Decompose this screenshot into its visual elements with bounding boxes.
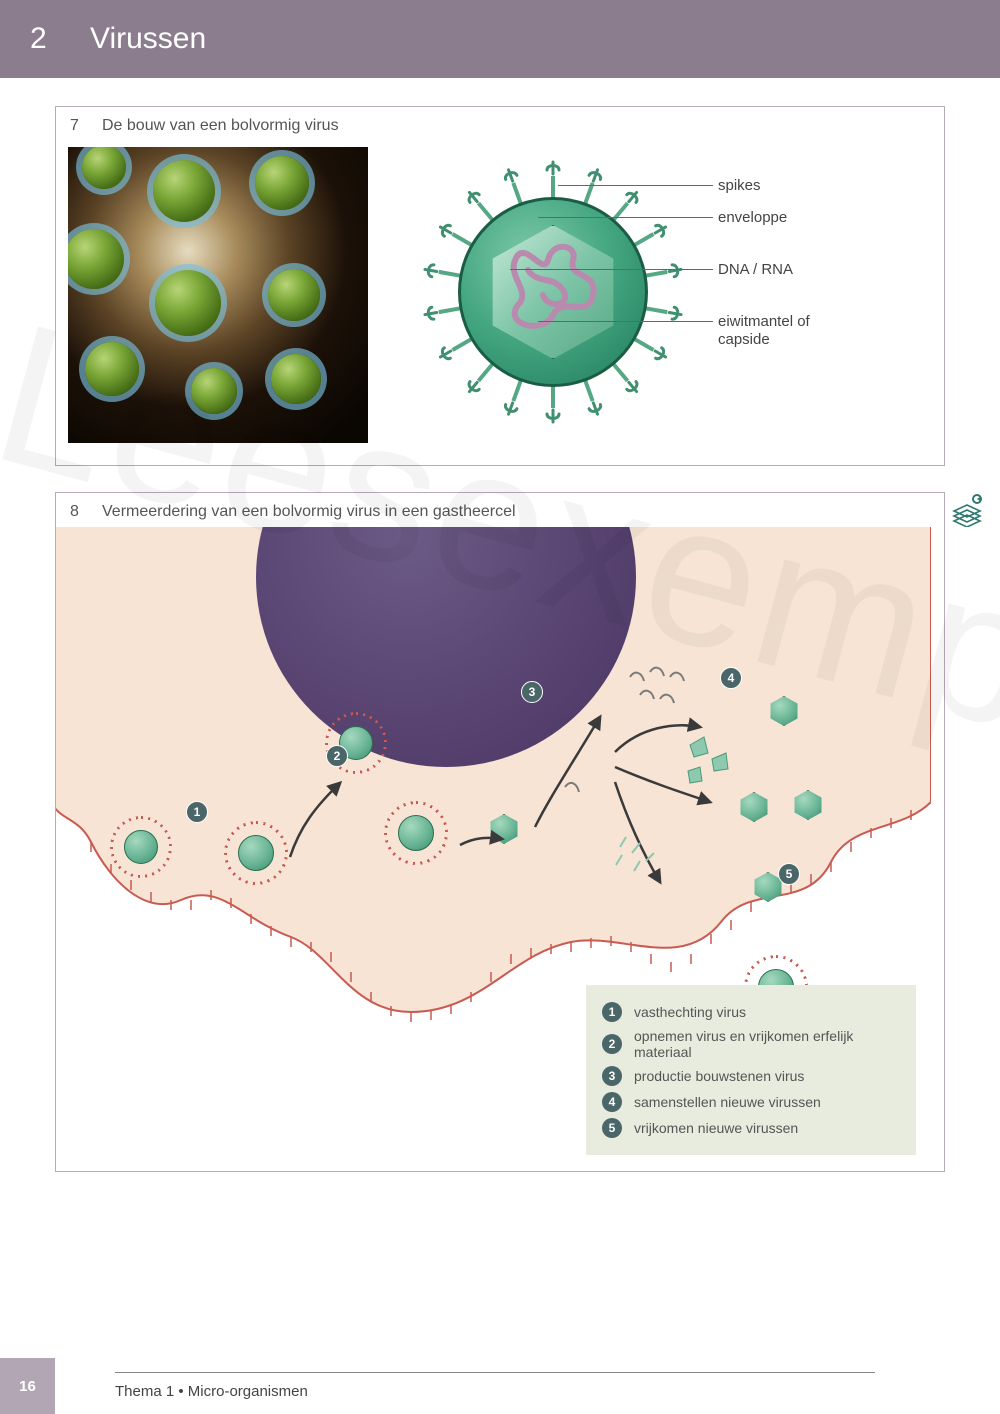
step-badge: 3	[521, 681, 543, 703]
page-footer: 16 Thema 1 • Micro-organismen	[0, 1358, 875, 1414]
figure-7: 7 De bouw van een bolvormig virus spikes…	[55, 106, 945, 466]
cell-scene: 1 2 3 4 5 1 vasthechting virus 2 opnemen virus …	[56, 527, 944, 1167]
figure-8-number: 8	[70, 503, 84, 521]
micrograph-virus	[155, 270, 221, 336]
figure-8-header: 8 Vermeerdering van een bolvormig virus …	[56, 493, 944, 527]
figure-8-title: Vermeerdering van een bolvormig virus in…	[102, 503, 516, 521]
legend-text: vrijkomen nieuwe virussen	[634, 1120, 798, 1136]
legend-step-badge: 5	[602, 1118, 622, 1138]
leader-line	[558, 185, 713, 186]
layers-icon	[950, 493, 984, 527]
diagram-label: spikes	[718, 177, 761, 195]
legend-text: vasthechting virus	[634, 1004, 746, 1020]
legend-row: 3 productie bouwstenen virus	[602, 1063, 900, 1089]
figure-8-legend: 1 vasthechting virus 2 opnemen virus en vri…	[586, 985, 916, 1155]
diagram-label: enveloppe	[718, 209, 787, 227]
figure-7-number: 7	[70, 117, 84, 135]
spike	[579, 378, 604, 417]
micrograph-virus	[85, 342, 139, 396]
breadcrumb: Thema 1 • Micro-organismen	[115, 1372, 875, 1400]
spike	[644, 263, 682, 283]
step-badge: 4	[720, 667, 742, 689]
figure-7-header: 7 De bouw van een bolvormig virus	[56, 107, 944, 141]
chapter-header: 2 Virussen	[0, 0, 1000, 78]
micrograph-virus	[191, 368, 237, 414]
chapter-number: 2	[30, 22, 60, 56]
legend-text: opnemen virus en vrijkomen erfelijk mate…	[634, 1028, 900, 1060]
micrograph-virus	[82, 147, 126, 189]
spike	[424, 301, 462, 321]
micrograph-virus	[255, 156, 309, 210]
step-badge: 2	[326, 745, 348, 767]
spike	[579, 167, 604, 206]
virus-micrograph	[68, 147, 368, 443]
figure-8: 8 Vermeerdering van een bolvormig virus …	[55, 492, 945, 1172]
legend-step-badge: 3	[602, 1066, 622, 1086]
virus-diagram	[408, 147, 698, 437]
legend-step-badge: 1	[602, 1002, 622, 1022]
spike	[644, 301, 682, 321]
spike	[502, 167, 527, 206]
legend-step-badge: 4	[602, 1092, 622, 1112]
leader-line	[538, 217, 713, 218]
step-badge: 5	[778, 863, 800, 885]
figure-7-title: De bouw van een bolvormig virus	[102, 117, 339, 135]
legend-row: 5 vrijkomen nieuwe virussen	[602, 1115, 900, 1141]
leader-line	[510, 269, 713, 270]
diagram-label: DNA / RNA	[718, 261, 793, 279]
legend-step-badge: 2	[602, 1034, 622, 1054]
micrograph-virus	[153, 160, 215, 222]
legend-row: 1 vasthechting virus	[602, 999, 900, 1025]
legend-text: samenstellen nieuwe virussen	[634, 1094, 821, 1110]
spike	[546, 162, 560, 198]
micrograph-virus	[68, 229, 124, 289]
page-number: 16	[0, 1358, 55, 1414]
spike	[424, 263, 462, 283]
spike	[631, 333, 669, 363]
spike	[546, 386, 560, 422]
legend-text: productie bouwstenen virus	[634, 1068, 804, 1084]
step-badge: 1	[186, 801, 208, 823]
legend-row: 4 samenstellen nieuwe virussen	[602, 1089, 900, 1115]
legend-row: 2 opnemen virus en vrijkomen erfelijk mat…	[602, 1025, 900, 1063]
micrograph-virus	[268, 269, 320, 321]
diagram-label: eiwitmantel of capside	[718, 313, 810, 349]
spike	[502, 378, 527, 417]
virus-diagram-wrap: spikes enveloppe DNA / RNA eiwitmantel of c…	[388, 147, 932, 437]
micrograph-virus	[271, 354, 321, 404]
leader-line	[538, 321, 713, 322]
chapter-title: Virussen	[90, 22, 206, 56]
